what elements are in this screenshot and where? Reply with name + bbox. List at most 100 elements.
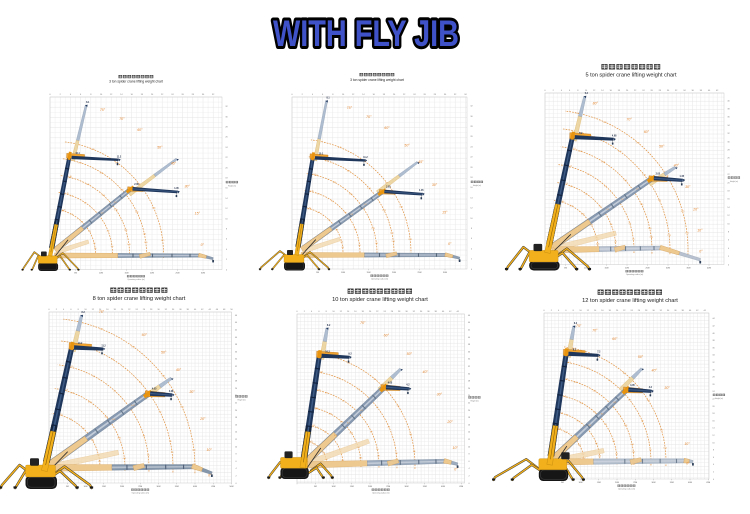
svg-text:12 ton spider crane lifting we: 12 ton spider crane lifting weight chart bbox=[582, 298, 678, 304]
svg-text:6.3: 6.3 bbox=[558, 428, 561, 430]
svg-text:10M: 10M bbox=[84, 486, 88, 488]
svg-text:20M: 20M bbox=[150, 272, 154, 274]
svg-text:0.75: 0.75 bbox=[603, 122, 607, 124]
svg-text:2: 2 bbox=[553, 90, 555, 92]
svg-text:0°: 0° bbox=[208, 474, 212, 478]
svg-text:40: 40 bbox=[468, 337, 471, 339]
svg-text:50°: 50° bbox=[659, 145, 665, 149]
svg-text:36: 36 bbox=[427, 311, 430, 313]
svg-text:4.05: 4.05 bbox=[112, 419, 116, 421]
svg-text:2: 2 bbox=[60, 94, 62, 96]
svg-text:4.05: 4.05 bbox=[624, 425, 628, 427]
svg-text:1.45: 1.45 bbox=[375, 243, 379, 245]
svg-text:5M: 5M bbox=[316, 272, 319, 274]
svg-text:0: 0 bbox=[49, 94, 51, 96]
svg-text:50: 50 bbox=[230, 309, 233, 311]
svg-text:1.05: 1.05 bbox=[180, 407, 184, 409]
svg-text:30: 30 bbox=[470, 116, 473, 118]
svg-text:30: 30 bbox=[235, 373, 238, 375]
svg-text:1.05: 1.05 bbox=[131, 346, 135, 348]
svg-text:35M: 35M bbox=[423, 486, 427, 488]
svg-text:2.0: 2.0 bbox=[84, 202, 87, 204]
svg-text:42: 42 bbox=[716, 90, 719, 92]
svg-text:8.1: 8.1 bbox=[326, 98, 330, 100]
svg-text:10: 10 bbox=[712, 442, 715, 444]
svg-text:14: 14 bbox=[594, 310, 597, 312]
svg-text:6.3: 6.3 bbox=[612, 441, 615, 443]
svg-text:2.9: 2.9 bbox=[340, 242, 343, 244]
svg-text:8.6: 8.6 bbox=[587, 430, 590, 432]
svg-text:5 ton spider crane lifting wei: 5 ton spider crane lifting weight chart bbox=[585, 73, 677, 79]
svg-text:2.9: 2.9 bbox=[93, 376, 96, 378]
svg-text:5M: 5M bbox=[66, 486, 69, 488]
svg-text:2.0: 2.0 bbox=[350, 214, 353, 216]
svg-text:4.2: 4.2 bbox=[649, 386, 653, 389]
svg-text:2: 2 bbox=[226, 259, 228, 261]
svg-text:1.45: 1.45 bbox=[313, 174, 317, 176]
svg-text:2.9: 2.9 bbox=[370, 431, 373, 433]
svg-text:42: 42 bbox=[449, 311, 452, 313]
svg-text:2.9: 2.9 bbox=[147, 455, 150, 457]
svg-text:15°: 15° bbox=[195, 212, 201, 216]
svg-text:5M: 5M bbox=[564, 267, 567, 269]
svg-text:4.05: 4.05 bbox=[388, 381, 393, 384]
svg-text:2.9: 2.9 bbox=[585, 193, 588, 195]
svg-text:40: 40 bbox=[708, 90, 711, 92]
svg-text:6.3: 6.3 bbox=[82, 428, 85, 430]
svg-text:35M: 35M bbox=[175, 486, 179, 488]
svg-text:1.05: 1.05 bbox=[642, 175, 646, 177]
svg-text:45°: 45° bbox=[171, 162, 177, 166]
svg-text:12: 12 bbox=[712, 435, 715, 437]
svg-text:20: 20 bbox=[727, 182, 730, 184]
svg-text:48: 48 bbox=[223, 309, 226, 311]
svg-text:4.05: 4.05 bbox=[593, 390, 597, 392]
svg-text:36: 36 bbox=[179, 309, 182, 311]
svg-text:8.6: 8.6 bbox=[589, 425, 592, 427]
svg-text:2.9: 2.9 bbox=[636, 189, 639, 191]
svg-text:70°: 70° bbox=[366, 115, 372, 119]
svg-text:0°: 0° bbox=[686, 461, 690, 465]
svg-text:0: 0 bbox=[728, 264, 730, 266]
svg-text:20M: 20M bbox=[368, 486, 372, 488]
svg-text:45M: 45M bbox=[211, 486, 215, 488]
svg-text:32: 32 bbox=[212, 94, 215, 96]
svg-text:4.05: 4.05 bbox=[152, 388, 157, 391]
svg-text:44: 44 bbox=[235, 322, 238, 324]
svg-text:50°: 50° bbox=[161, 350, 167, 354]
svg-text:1.45: 1.45 bbox=[649, 237, 653, 239]
svg-text:2.0: 2.0 bbox=[629, 223, 632, 225]
svg-text:20: 20 bbox=[393, 94, 396, 96]
svg-text:9.2: 9.2 bbox=[348, 354, 352, 356]
svg-text:36: 36 bbox=[691, 90, 694, 92]
svg-text:44: 44 bbox=[208, 309, 211, 311]
svg-text:2.0: 2.0 bbox=[364, 204, 367, 206]
svg-text:2.0: 2.0 bbox=[331, 200, 334, 202]
svg-text:6.3: 6.3 bbox=[566, 379, 569, 381]
svg-text:6: 6 bbox=[318, 311, 320, 313]
svg-text:34: 34 bbox=[727, 125, 730, 127]
svg-text:60°: 60° bbox=[142, 333, 148, 337]
svg-text:2.9: 2.9 bbox=[308, 208, 311, 210]
svg-text:12: 12 bbox=[727, 215, 730, 217]
svg-text:14: 14 bbox=[347, 311, 350, 313]
svg-text:8: 8 bbox=[468, 454, 470, 456]
svg-text:40M: 40M bbox=[707, 267, 711, 269]
svg-text:26: 26 bbox=[391, 311, 394, 313]
svg-text:0: 0 bbox=[468, 483, 470, 485]
svg-text:2.9: 2.9 bbox=[608, 380, 611, 382]
svg-text:16: 16 bbox=[106, 309, 109, 311]
svg-text:2.9: 2.9 bbox=[66, 390, 69, 392]
svg-text:4.05: 4.05 bbox=[328, 413, 332, 415]
svg-text:6.3: 6.3 bbox=[360, 410, 363, 412]
svg-text:2.05: 2.05 bbox=[386, 187, 391, 189]
svg-text:32: 32 bbox=[470, 106, 473, 108]
svg-text:10.2: 10.2 bbox=[325, 351, 330, 353]
svg-text:50°: 50° bbox=[407, 352, 413, 356]
svg-text:1.05: 1.05 bbox=[192, 449, 196, 451]
svg-text:4.05: 4.05 bbox=[117, 438, 121, 440]
svg-text:4.05: 4.05 bbox=[596, 244, 600, 246]
svg-text:8.6: 8.6 bbox=[577, 420, 580, 422]
svg-text:0.75: 0.75 bbox=[91, 149, 95, 151]
svg-text:WITH FLY JIB: WITH FLY JIB bbox=[273, 13, 459, 54]
svg-text:Operating radius (m): Operating radius (m) bbox=[618, 488, 636, 491]
